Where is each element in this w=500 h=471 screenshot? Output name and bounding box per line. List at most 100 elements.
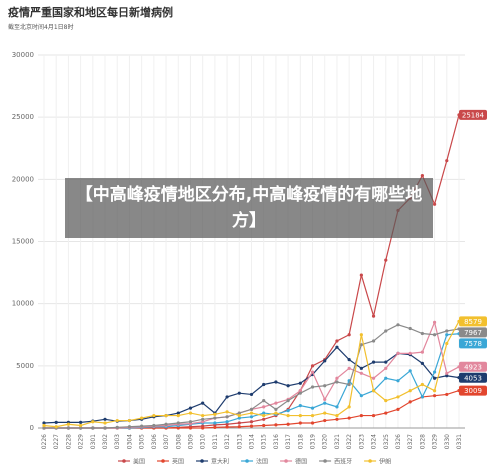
point (359, 343, 363, 347)
x-tick-label: 0317 (285, 434, 292, 449)
point (384, 360, 388, 364)
point (249, 407, 254, 411)
point (347, 405, 351, 409)
point (323, 401, 327, 405)
x-tick-label: 0330 (444, 434, 451, 449)
point (188, 426, 193, 430)
legend-dot (122, 459, 126, 463)
point (286, 422, 290, 426)
point (237, 425, 241, 429)
point (347, 416, 351, 420)
x-tick-label: 0308 (175, 434, 182, 449)
point (323, 411, 327, 415)
banner: 【中高峰疫情地区分布,中高峰疫情的有哪些地方】 (65, 178, 433, 238)
legend-label: 西班牙 (334, 458, 352, 466)
x-tick-label: 0320 (322, 434, 329, 449)
point (91, 426, 95, 430)
legend-label: 美国 (133, 458, 145, 466)
end-label-box (459, 327, 487, 338)
x-tick-label: 0304 (126, 434, 133, 449)
point (432, 333, 437, 337)
x-tick-label: 0315 (261, 434, 268, 449)
point (432, 202, 437, 206)
point (201, 426, 205, 430)
point (445, 374, 449, 378)
point (335, 339, 339, 343)
point (127, 425, 132, 429)
x-tick-label: 0319 (310, 434, 317, 449)
point (384, 399, 388, 403)
x-tick-label: 0228 (65, 434, 72, 449)
legend-dot (245, 459, 249, 463)
point (79, 420, 83, 425)
point (274, 411, 278, 415)
point (359, 413, 363, 418)
point (201, 420, 205, 424)
point (347, 366, 351, 370)
point (249, 415, 254, 419)
point (213, 421, 217, 425)
chart-subtitle: 截至北京时间4月1日8时 (8, 23, 73, 31)
point (286, 413, 290, 418)
point (359, 333, 363, 337)
end-label: 25184 (462, 111, 485, 119)
point (359, 394, 363, 398)
point (396, 395, 400, 399)
x-tick-label: 0324 (371, 434, 378, 449)
point (79, 426, 83, 430)
point (335, 376, 339, 380)
legend-label: 伊朗 (379, 458, 391, 466)
end-label: 4923 (464, 363, 482, 371)
point (310, 406, 315, 410)
point (420, 395, 424, 399)
point (286, 384, 290, 388)
point (359, 366, 363, 370)
point (335, 380, 339, 384)
point (347, 333, 351, 337)
x-tick-label: 0309 (187, 434, 194, 449)
point (335, 413, 339, 418)
point (79, 423, 83, 428)
point (262, 417, 266, 421)
point (408, 400, 412, 404)
point (164, 422, 168, 426)
point (188, 420, 193, 424)
point (164, 413, 168, 418)
point (262, 399, 266, 403)
x-tick-label: 0326 (395, 434, 402, 449)
point (310, 364, 315, 368)
point (152, 413, 156, 418)
x-tick-label: 0303 (114, 434, 121, 449)
x-tick-label: 0307 (163, 434, 170, 449)
point (176, 413, 180, 418)
x-tick-label: 0313 (236, 434, 243, 449)
end-label: 7578 (464, 340, 482, 348)
point (274, 401, 278, 405)
point (42, 423, 46, 428)
point (420, 331, 424, 336)
point (420, 361, 424, 365)
point (176, 411, 180, 415)
point (310, 413, 315, 418)
point (310, 385, 315, 389)
point (396, 379, 400, 383)
point (286, 408, 290, 413)
end-label: 8579 (464, 318, 482, 326)
point (335, 345, 339, 349)
point (298, 391, 302, 395)
x-tick-label: 0305 (139, 434, 146, 449)
point (371, 339, 376, 343)
end-label-box (459, 361, 487, 372)
point (408, 389, 412, 393)
point (249, 411, 254, 415)
y-tick-label: 30000 (12, 51, 34, 59)
end-label: 7967 (464, 329, 482, 337)
legend-dot (323, 459, 327, 463)
legend-label: 英国 (172, 458, 184, 466)
x-tick-label: 0226 (41, 434, 48, 449)
x-tick-label: 0331 (456, 434, 463, 449)
point (66, 422, 71, 426)
y-tick-label: 25000 (12, 113, 34, 121)
point (396, 323, 400, 327)
point (347, 382, 351, 387)
